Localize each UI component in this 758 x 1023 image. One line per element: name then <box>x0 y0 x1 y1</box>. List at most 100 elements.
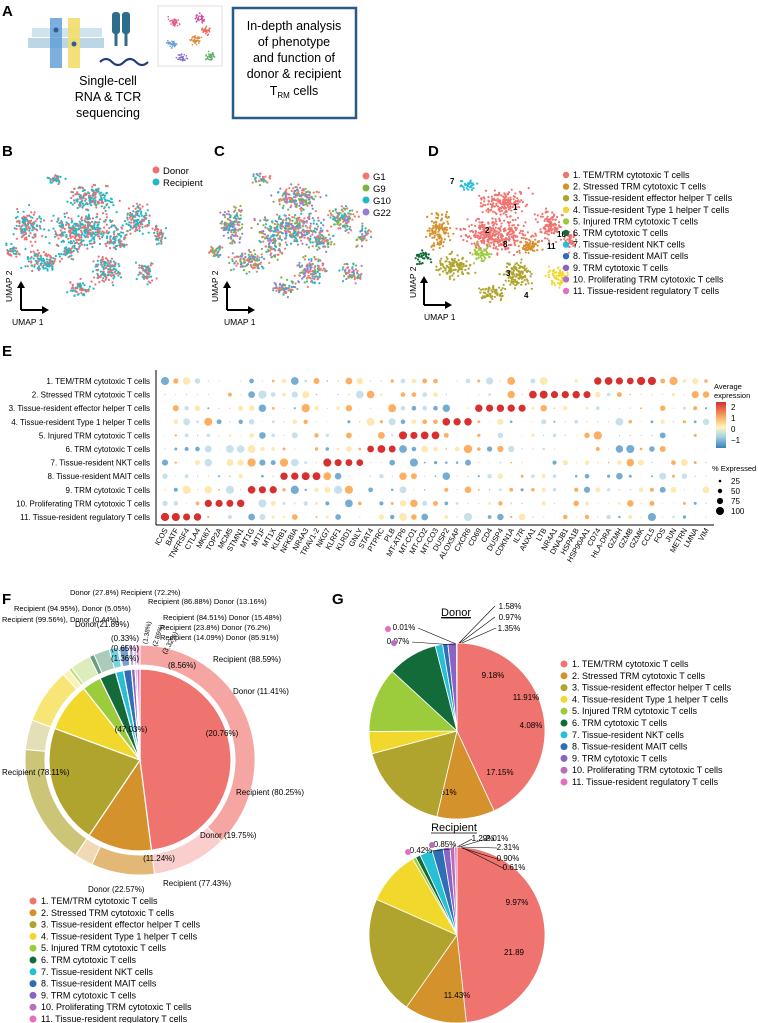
umap-cell <box>51 177 55 180</box>
umap-cell <box>298 194 301 198</box>
umap-cell <box>73 222 76 225</box>
umap-cell <box>438 246 441 249</box>
umap-cell <box>313 266 316 269</box>
legend-marker <box>562 276 570 283</box>
umap-cell <box>509 205 512 208</box>
umap-cell <box>269 174 272 178</box>
expression-dot <box>456 394 458 396</box>
expression-dot <box>304 379 308 383</box>
umap-cell <box>118 244 121 247</box>
umap-cell <box>60 220 63 223</box>
umap-cell <box>349 225 352 228</box>
expression-dot <box>271 433 275 438</box>
umap-cell <box>338 224 341 227</box>
thumb-dot <box>198 19 200 22</box>
umap-cell <box>333 243 336 246</box>
umap-cell <box>43 228 46 231</box>
expression-dot <box>226 499 234 507</box>
umap-cell <box>507 208 510 211</box>
expression-dot <box>197 434 198 436</box>
umap-cell <box>140 220 143 223</box>
umap-cell <box>67 237 70 240</box>
umap-cell <box>296 192 299 195</box>
umap-cell <box>290 200 293 203</box>
umap-cell <box>305 264 308 268</box>
expression-dot <box>207 380 209 382</box>
umap-cell <box>279 217 282 221</box>
expression-dot <box>163 488 167 491</box>
umap-cell <box>436 212 439 216</box>
umap-cell <box>495 230 498 233</box>
umap-cell <box>69 252 72 255</box>
umap-cell <box>311 245 314 248</box>
expression-dot <box>617 460 622 465</box>
umap-cell <box>488 287 491 290</box>
umap-cell <box>428 232 432 235</box>
umap-cell <box>115 211 118 214</box>
umap-cell <box>440 237 443 240</box>
umap-cell <box>316 270 319 273</box>
umap-cell <box>254 253 257 256</box>
expression-dot <box>683 489 685 491</box>
row-label: 6. TRM cytotoxic T cells <box>66 445 150 454</box>
umap-cell <box>140 272 143 275</box>
expression-dot <box>215 499 223 507</box>
umap-cell <box>273 248 276 251</box>
expression-dot <box>422 419 428 425</box>
umap-cell <box>319 227 322 230</box>
expression-dot <box>532 448 534 450</box>
umap-cell <box>524 237 528 241</box>
umap-cell <box>514 211 517 214</box>
expression-dot <box>521 434 523 437</box>
thumb-dot <box>208 30 211 32</box>
expression-dot <box>196 420 199 424</box>
umap-cell <box>139 212 142 215</box>
umap-cell <box>279 230 282 233</box>
expression-dot <box>334 459 342 467</box>
umap-cell <box>29 257 32 260</box>
umap-cell <box>518 272 521 275</box>
umap-cell <box>481 211 484 214</box>
umap-cell <box>439 261 442 265</box>
umap-cell <box>70 247 73 250</box>
umap-cell <box>455 227 458 230</box>
umap-cell <box>285 288 288 291</box>
umap-cell <box>524 205 527 208</box>
thumb-dot <box>212 55 215 58</box>
expression-dot <box>575 407 577 409</box>
expression-dot <box>541 487 546 492</box>
expression-dot <box>640 434 642 436</box>
thumb-dot <box>170 43 173 46</box>
expression-dot <box>628 420 633 424</box>
umap-cell <box>76 191 79 194</box>
umap-cell <box>20 225 23 228</box>
expression-dot <box>248 419 255 425</box>
row-label: 5. Injured TRM cytotoxic T cells <box>39 431 150 440</box>
umap-cell <box>329 212 332 215</box>
umap-cell <box>70 196 73 200</box>
umap-cell <box>113 271 116 274</box>
umap-cell <box>252 173 255 176</box>
umap-cell <box>74 224 77 227</box>
umap-cell <box>459 185 462 188</box>
thumb-dot <box>174 42 176 45</box>
umap-cell <box>57 252 61 256</box>
expression-dot <box>626 458 635 467</box>
umap-cell <box>83 234 86 237</box>
expression-dot <box>662 462 664 464</box>
umap-cell <box>79 277 82 280</box>
umap-cell <box>347 221 350 224</box>
umap-cell <box>155 243 158 246</box>
umap-cell <box>524 221 527 224</box>
umap-cell <box>37 268 41 272</box>
umap-cell <box>242 269 245 272</box>
umap-cell <box>343 219 346 222</box>
row-label: 2. Stressed TRM cytotoxic T cells <box>32 391 150 400</box>
expression-dot <box>552 460 557 465</box>
umap-cell <box>512 265 516 268</box>
umap-cell <box>105 261 108 264</box>
expression-dot <box>164 421 166 423</box>
umap-cell <box>103 273 106 276</box>
umap-cell <box>26 257 29 261</box>
